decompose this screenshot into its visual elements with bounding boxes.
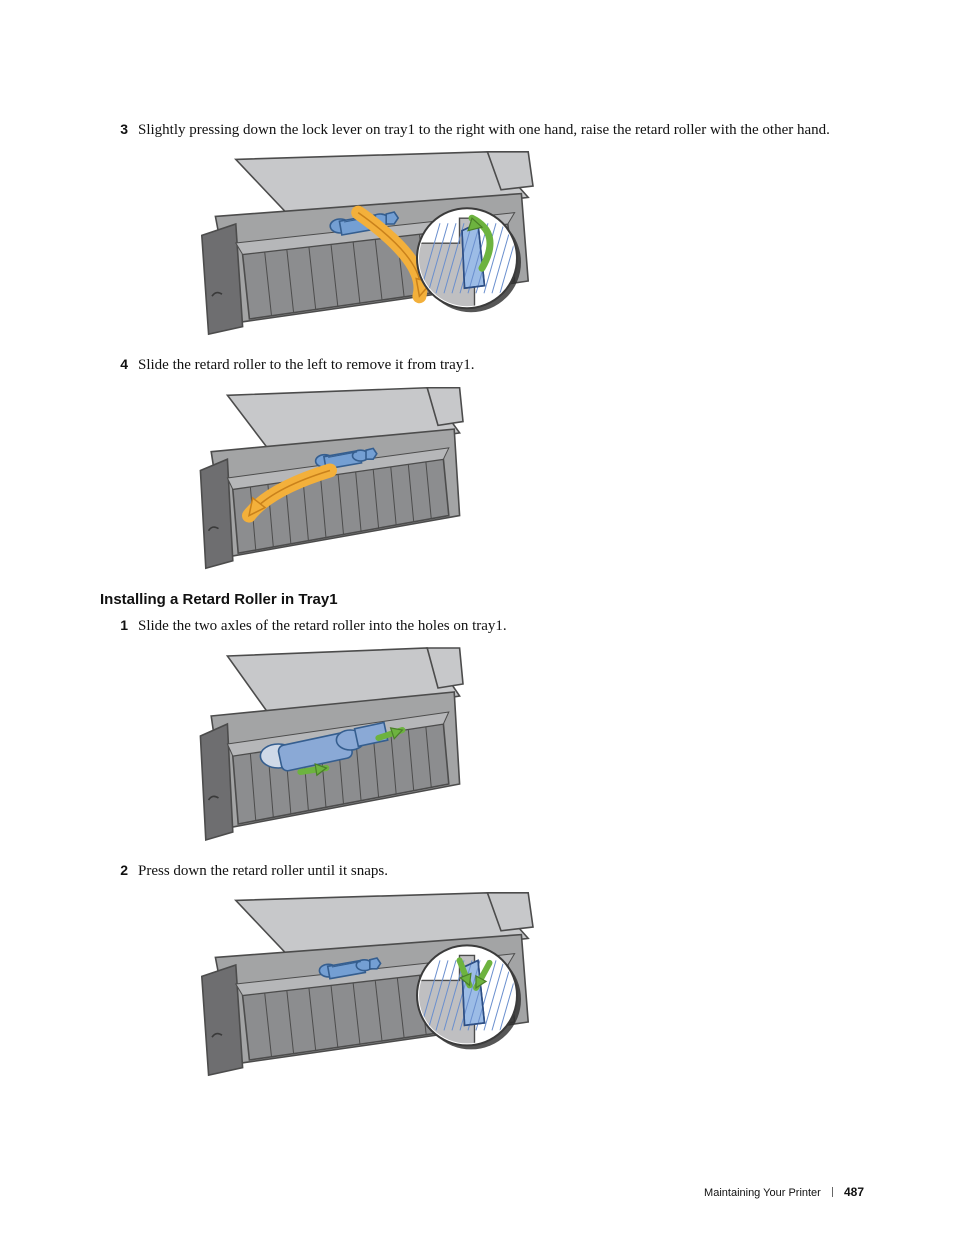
figure-1 — [100, 148, 864, 343]
step-b2: 2 Press down the retard roller until it … — [100, 861, 864, 881]
footer-page-number: 487 — [844, 1185, 864, 1199]
manual-page: 3 Slightly pressing down the lock lever … — [0, 0, 954, 1235]
step-number: 2 — [100, 861, 128, 878]
page-footer: Maintaining Your Printer 487 — [704, 1185, 864, 1199]
step-3: 3 Slightly pressing down the lock lever … — [100, 120, 864, 140]
figure-3 — [100, 644, 864, 849]
step-number: 3 — [100, 120, 128, 137]
step-text: Slide the retard roller to the left to r… — [138, 355, 475, 375]
step-text: Press down the retard roller until it sn… — [138, 861, 388, 881]
step-4: 4 Slide the retard roller to the left to… — [100, 355, 864, 375]
footer-separator — [832, 1187, 833, 1197]
step-text: Slightly pressing down the lock lever on… — [138, 120, 830, 140]
step-b1: 1 Slide the two axles of the retard roll… — [100, 616, 864, 636]
figure-2 — [100, 384, 864, 577]
step-number: 4 — [100, 355, 128, 372]
step-text: Slide the two axles of the retard roller… — [138, 616, 507, 636]
step-number: 1 — [100, 616, 128, 633]
section-heading: Installing a Retard Roller in Tray1 — [100, 591, 864, 608]
footer-section: Maintaining Your Printer — [704, 1187, 821, 1199]
figure-4 — [100, 889, 864, 1084]
